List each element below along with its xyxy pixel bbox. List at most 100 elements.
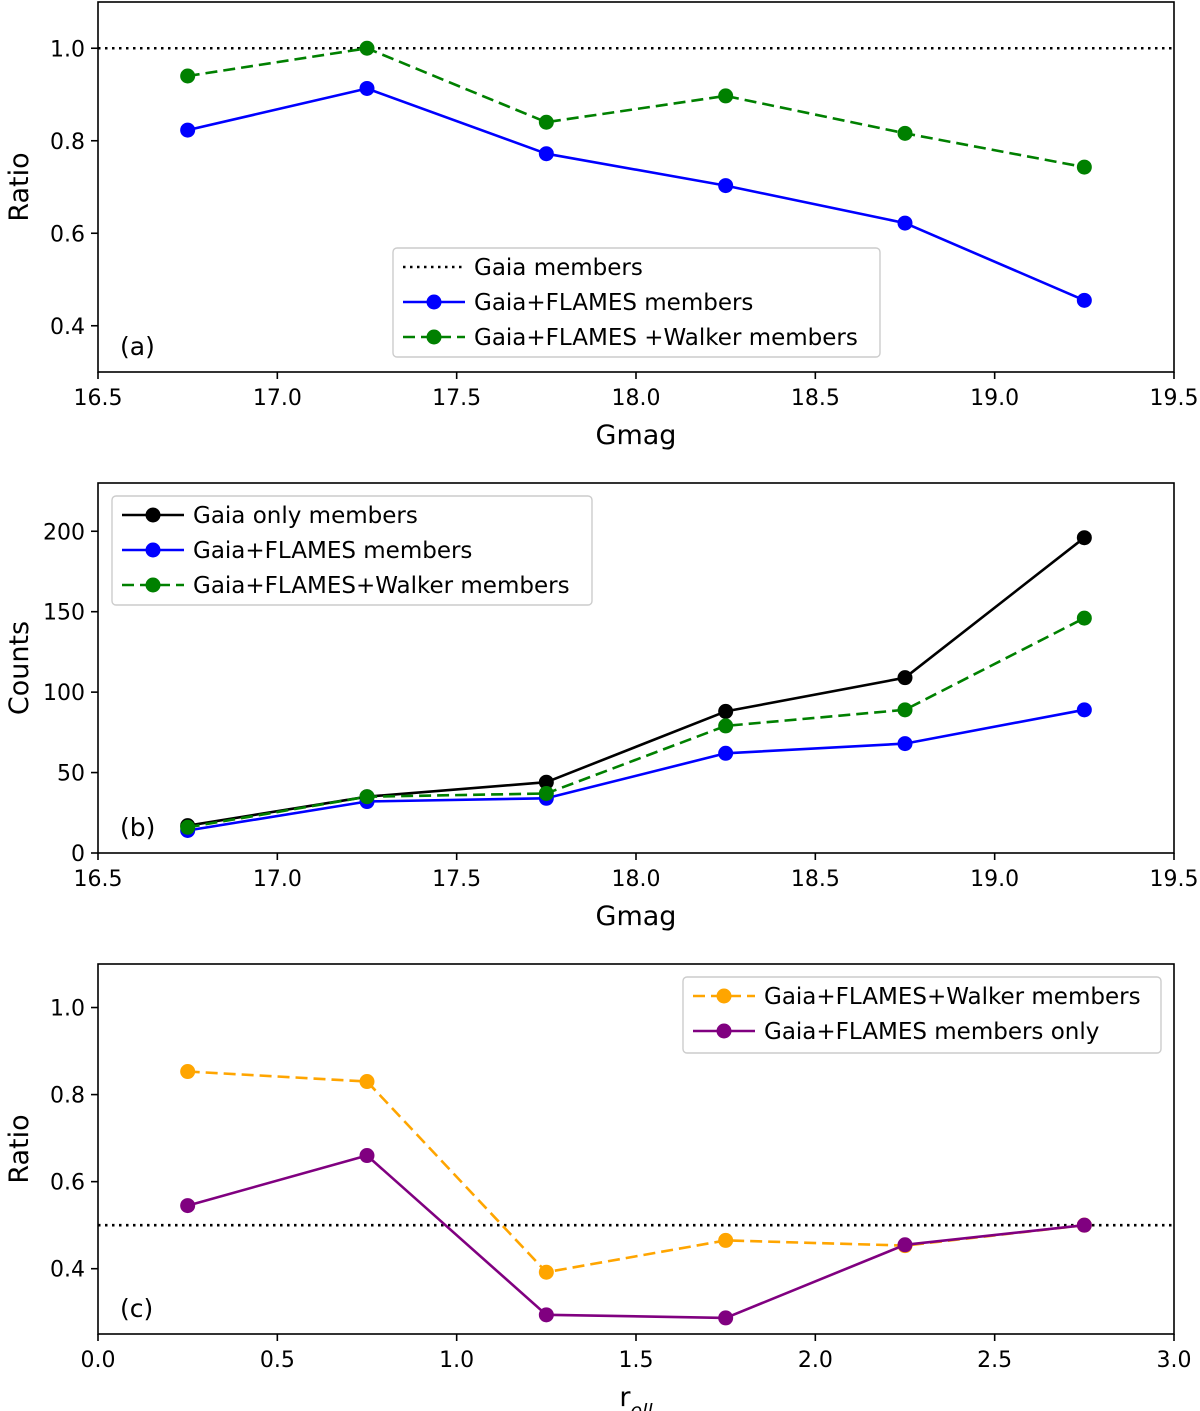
data-point bbox=[718, 1310, 734, 1326]
data-point bbox=[180, 122, 196, 138]
data-point bbox=[897, 702, 913, 718]
x-tick-label: 18.0 bbox=[612, 386, 661, 411]
data-point bbox=[538, 1264, 554, 1280]
series-line-2 bbox=[187, 616, 1085, 829]
legend-frame bbox=[111, 495, 593, 606]
panel-label: (c) bbox=[120, 1294, 153, 1323]
x-tick-label: 18.5 bbox=[791, 386, 840, 411]
data-point bbox=[897, 125, 913, 141]
panel-label: (a) bbox=[120, 332, 155, 361]
data-point bbox=[1076, 292, 1092, 308]
legend-entry-label: Gaia+FLAMES members bbox=[474, 290, 753, 316]
data-point bbox=[718, 178, 734, 194]
x-tick-label: 3.0 bbox=[1157, 1348, 1192, 1373]
x-tick-label: 0.0 bbox=[81, 1348, 116, 1373]
data-point bbox=[1076, 702, 1092, 718]
x-tick-label: 0.5 bbox=[260, 1348, 295, 1373]
legend-entry-label: Gaia+FLAMES members bbox=[193, 538, 472, 564]
legend: Gaia members Gaia+FLAMES members Gaia+FLAM… bbox=[392, 247, 881, 358]
y-tick-label: 150 bbox=[43, 601, 85, 626]
legend-frame bbox=[392, 247, 881, 358]
x-tick-label: 19.0 bbox=[970, 867, 1019, 892]
data-point bbox=[1076, 530, 1092, 546]
x-tick-label: 1.5 bbox=[619, 1348, 654, 1373]
y-tick-label: 1.0 bbox=[50, 997, 85, 1022]
x-tick-label: 18.0 bbox=[612, 867, 661, 892]
data-point bbox=[180, 1198, 196, 1214]
series-line-0 bbox=[187, 87, 1085, 302]
x-tick-label: 16.5 bbox=[74, 386, 123, 411]
data-point bbox=[359, 1074, 375, 1090]
chart-panel-a: 16.5 17.0 17.5 18.0 18.5 19.0 19.5 0.4 0.6 0.8 1.0… bbox=[4, 1, 1199, 451]
legend-entry-label: Gaia members bbox=[474, 255, 643, 281]
data-point bbox=[897, 670, 913, 686]
x-axis-label: Gmag bbox=[596, 420, 677, 451]
data-point bbox=[1076, 610, 1092, 626]
chart-panel-c: 0.0 0.5 1.0 1.5 2.0 2.5 3.0 0.4 0.6 0.8 1.0 rell Rat… bbox=[4, 963, 1192, 1411]
legend-entry-label: Gaia+FLAMES+Walker members bbox=[764, 984, 1141, 1010]
x-tick-label: 2.0 bbox=[798, 1348, 833, 1373]
series-line-1 bbox=[187, 46, 1085, 169]
y-tick-label: 1.0 bbox=[50, 37, 85, 62]
y-tick-label: 0.8 bbox=[50, 1084, 85, 1109]
y-tick-label: 0.4 bbox=[50, 1258, 85, 1283]
y-tick-label: 0.6 bbox=[50, 1171, 85, 1196]
x-tick-label: 19.0 bbox=[970, 386, 1019, 411]
legend-swatch-marker bbox=[716, 988, 732, 1004]
data-point bbox=[180, 1064, 196, 1080]
legend-swatch-marker bbox=[716, 1023, 732, 1039]
y-tick-label: 200 bbox=[43, 520, 85, 545]
data-point bbox=[538, 1307, 554, 1323]
x-axis-label: rell bbox=[619, 1382, 653, 1411]
data-point bbox=[538, 146, 554, 162]
x-tick-label: 19.5 bbox=[1150, 386, 1199, 411]
data-point bbox=[359, 789, 375, 805]
legend-entry-label: Gaia only members bbox=[193, 503, 418, 529]
x-tick-label: 17.0 bbox=[253, 386, 302, 411]
data-point bbox=[897, 215, 913, 231]
legend-swatch-marker bbox=[426, 294, 442, 310]
data-point bbox=[718, 745, 734, 761]
x-tick-label: 17.0 bbox=[253, 867, 302, 892]
legend-swatch-marker bbox=[145, 577, 161, 593]
data-point bbox=[897, 736, 913, 752]
x-tick-label: 1.0 bbox=[439, 1348, 474, 1373]
legend-entry-label: Gaia+FLAMES members only bbox=[764, 1019, 1099, 1045]
data-point bbox=[359, 1148, 375, 1164]
x-axis-label-subscript: ell bbox=[630, 1400, 653, 1411]
x-tick-label: 18.5 bbox=[791, 867, 840, 892]
data-point bbox=[1076, 159, 1092, 175]
data-point bbox=[718, 88, 734, 104]
data-point bbox=[538, 114, 554, 130]
y-tick-label: 100 bbox=[43, 681, 85, 706]
legend-frame bbox=[682, 976, 1162, 1054]
data-point bbox=[538, 785, 554, 801]
data-point bbox=[718, 718, 734, 734]
data-point bbox=[897, 1237, 913, 1253]
data-point bbox=[180, 819, 196, 835]
y-tick-label: 0 bbox=[71, 842, 85, 867]
panel-label: (b) bbox=[120, 813, 155, 842]
data-point bbox=[359, 80, 375, 96]
y-tick-label: 0.8 bbox=[50, 130, 85, 155]
series-line-1 bbox=[187, 708, 1085, 832]
series-line-0 bbox=[187, 1070, 1085, 1274]
legend: Gaia only members Gaia+FLAMES members Gaia… bbox=[111, 495, 593, 606]
data-point bbox=[359, 40, 375, 56]
legend-swatch-marker bbox=[145, 507, 161, 523]
data-point bbox=[180, 68, 196, 84]
legend-swatch-marker bbox=[145, 542, 161, 558]
chart-panel-b: 16.5 17.0 17.5 18.0 18.5 19.0 19.5 0 50 100 150 200… bbox=[4, 482, 1198, 932]
y-tick-label: 0.4 bbox=[50, 315, 85, 340]
data-point bbox=[1076, 1217, 1092, 1233]
y-axis-label: Ratio bbox=[4, 152, 35, 221]
y-axis-label: Ratio bbox=[4, 1114, 35, 1183]
data-point bbox=[718, 1232, 734, 1248]
y-axis-label: Counts bbox=[4, 621, 35, 715]
x-axis-label: Gmag bbox=[596, 901, 677, 932]
legend-entry-label: Gaia+FLAMES+Walker members bbox=[193, 573, 570, 599]
legend-entry-label: Gaia+FLAMES +Walker members bbox=[474, 325, 858, 351]
x-tick-label: 17.5 bbox=[432, 386, 481, 411]
data-point bbox=[538, 774, 554, 790]
